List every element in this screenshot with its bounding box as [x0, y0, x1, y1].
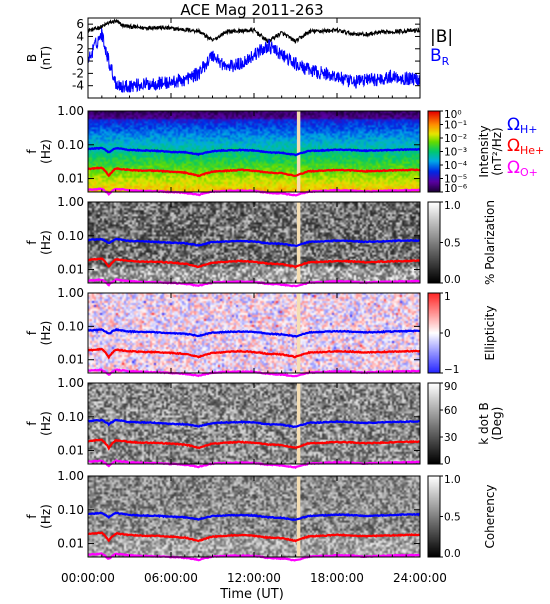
legend-cyclotron: ΩO+	[507, 158, 538, 179]
colorbar-wave-normal-angle	[428, 383, 440, 464]
data-gap-band	[296, 293, 301, 373]
colorbar-tick-label: 10⁻²	[444, 133, 467, 145]
colorbar-tick-label: 60	[444, 405, 457, 417]
data-gap-band	[296, 383, 301, 464]
colorbar-label-unit: (Deg)	[490, 407, 504, 441]
y-axis-unit-hz: (Hz)	[39, 139, 53, 164]
colorbar-coherency	[428, 476, 440, 557]
y-tick-label: 1.00	[57, 469, 84, 483]
y-axis-label-f: f	[25, 149, 39, 154]
colorbar-tick-label: 10⁻⁴	[444, 160, 467, 172]
y-tick-label: 0.01	[57, 263, 84, 277]
colorbar-tick-label: 30	[444, 432, 457, 444]
colorbar-ellipticity	[428, 293, 440, 373]
y-tick-label: 0.01	[57, 353, 84, 367]
colorbar-label: Intensity	[477, 125, 491, 177]
y-axis-label-f: f	[25, 421, 39, 426]
y-axis-unit-hz: (Hz)	[39, 230, 53, 255]
colorbar-frame	[427, 382, 441, 465]
x-tick-label: 24:00:00	[393, 571, 447, 585]
cyclotron-line-he	[87, 531, 421, 543]
y-axis-unit-hz: (Hz)	[39, 504, 53, 529]
y-tick-label: 6	[76, 17, 84, 31]
colorbar-tick-label: 10⁻³	[444, 147, 467, 159]
colorbar-tick-label: 10⁻⁵	[444, 174, 467, 186]
x-axis-label: Time (UT)	[219, 587, 284, 600]
colorbar-tick-label: 0.5	[444, 512, 461, 524]
colorbar-tick-label: 10⁻¹	[444, 120, 467, 132]
y-tick-label: -2	[72, 66, 84, 80]
data-gap-band	[296, 202, 301, 283]
colorbar-tick-label: 0.5	[444, 238, 461, 250]
legend-cyclotron: ΩHe+	[507, 136, 544, 157]
cyclotron-line-he	[87, 166, 421, 178]
y-axis-label-field: B	[25, 54, 39, 62]
colorbar-tick-label: 90	[444, 381, 457, 393]
y-tick-label: 0.10	[57, 503, 84, 517]
colorbar-label: % Polarization	[483, 200, 497, 285]
cyclotron-line-he	[87, 438, 421, 451]
y-axis-unit-field: (nT)	[39, 46, 53, 70]
legend-cyclotron: ΩH+	[507, 115, 538, 136]
y-tick-label: 1.00	[57, 195, 84, 209]
colorbar-tick-label: 0.0	[444, 274, 461, 286]
legend-btotal: |B|	[430, 27, 453, 47]
x-tick-label: 12:00:00	[227, 571, 281, 585]
cyclotron-line-he	[87, 257, 421, 269]
colorbar-tick-label: 0.0	[444, 548, 461, 560]
colorbar-tick-label: 1.0	[444, 474, 461, 486]
y-tick-label: 0.01	[57, 444, 84, 458]
colorbar-tick-label: −1	[444, 364, 459, 376]
y-tick-label: -4	[72, 79, 84, 93]
colorbar-tick-label: 0	[444, 455, 451, 467]
colorbar-tick-label: 1.0	[444, 200, 461, 212]
y-tick-label: 0.01	[57, 172, 84, 186]
legend-br: BR	[430, 46, 450, 68]
colorbar-intensity	[428, 111, 440, 192]
cyclotron-line-h	[87, 237, 420, 248]
cyclotron-line-o	[87, 552, 421, 562]
y-tick-label: 1.00	[57, 376, 84, 390]
y-tick-label: 0.10	[57, 138, 84, 152]
colorbar-label-unit: (nT²/Hz)	[490, 127, 504, 175]
figure-title: ACE Mag 2011-263	[180, 1, 323, 19]
colorbar-label: Coherency	[483, 484, 497, 548]
x-tick-label: 06:00:00	[144, 571, 198, 585]
y-axis-unit-hz: (Hz)	[39, 411, 53, 436]
y-tick-label: 0.10	[57, 229, 84, 243]
cyclotron-line-h	[87, 418, 421, 428]
colorbar-tick-label: 1	[444, 291, 451, 303]
series-line-br	[87, 28, 421, 93]
colorbar-polarization	[428, 202, 440, 283]
cyclotron-line-o	[87, 278, 421, 288]
x-tick-label: 18:00:00	[310, 571, 364, 585]
y-tick-label: 0.01	[57, 537, 84, 551]
y-tick-label: 2	[76, 42, 84, 56]
y-axis-label-f: f	[25, 240, 39, 245]
colorbar-label: k dot B	[477, 402, 491, 444]
cyclotron-line-h	[87, 146, 421, 157]
y-tick-label: 1.00	[57, 104, 84, 118]
colorbar-label: Ellipticity	[483, 306, 497, 361]
y-tick-label: 0.10	[57, 410, 84, 424]
y-tick-label: 1.00	[57, 286, 84, 300]
colorbar-tick-label: 10⁻⁶	[444, 183, 467, 195]
y-tick-label: 0	[76, 54, 84, 68]
x-tick-label: 00:00:00	[61, 571, 115, 585]
colorbar-tick-label: 0	[444, 328, 451, 340]
colorbar-tick-label: 10⁰	[444, 109, 462, 121]
cyclotron-line-he	[87, 347, 421, 360]
y-axis-unit-hz: (Hz)	[39, 321, 53, 346]
data-gap-band	[296, 111, 301, 192]
y-tick-label: 0.10	[57, 319, 84, 333]
cyclotron-line-h	[87, 327, 421, 338]
y-tick-label: 4	[76, 29, 84, 43]
y-axis-label-f: f	[25, 514, 39, 519]
series-line-btotal	[87, 18, 421, 44]
cyclotron-line-h	[87, 511, 421, 522]
data-gap-band	[296, 476, 301, 557]
y-axis-label-f: f	[25, 330, 39, 335]
